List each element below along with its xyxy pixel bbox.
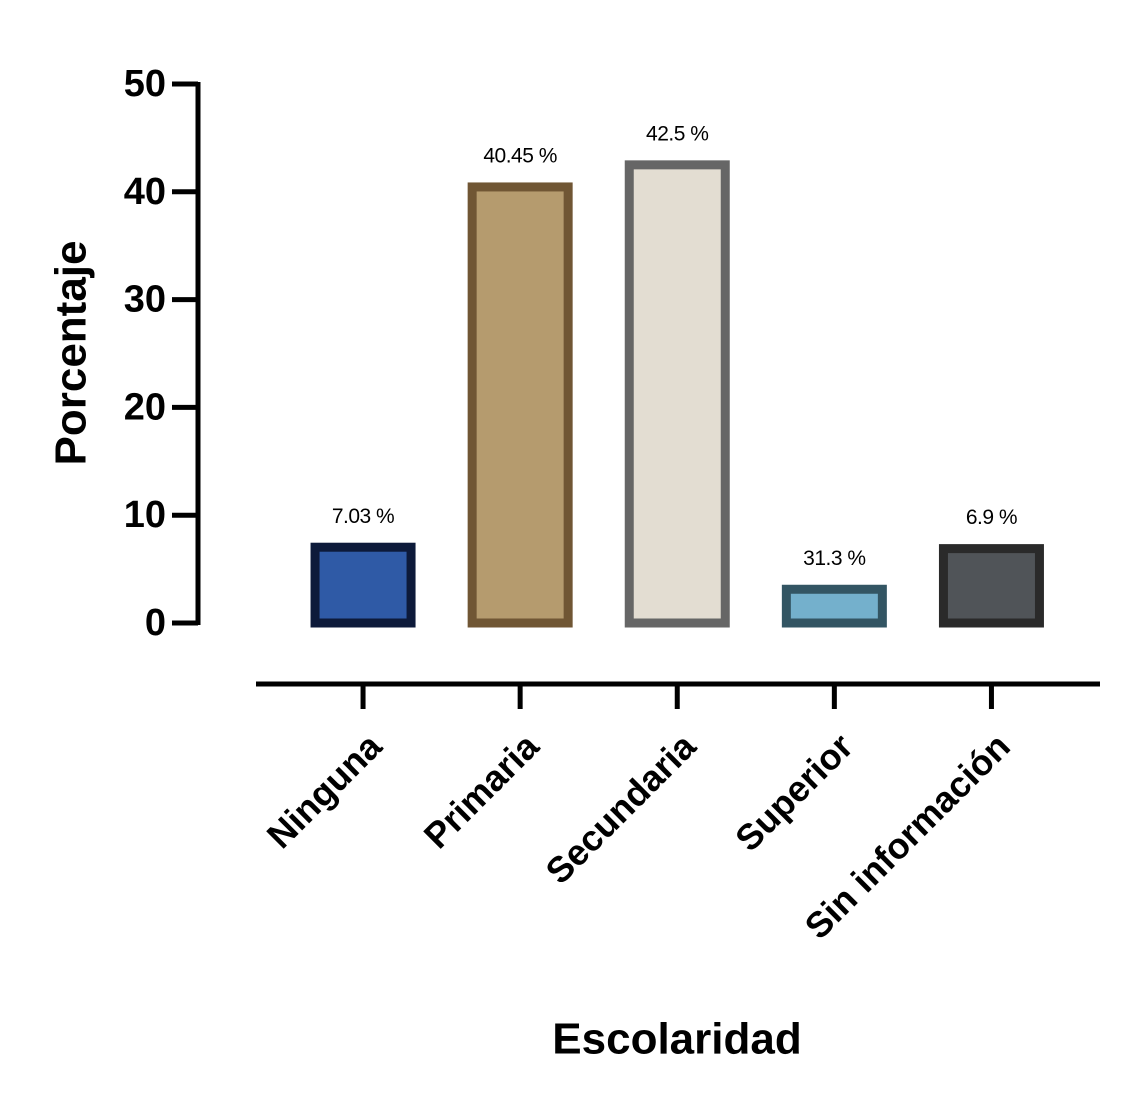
y-tick-label: 30 xyxy=(124,279,166,321)
bar xyxy=(781,584,887,628)
bar xyxy=(938,544,1044,628)
bar xyxy=(467,182,573,628)
x-tick-label: Ninguna xyxy=(259,725,390,856)
y-tick-label: 0 xyxy=(145,602,166,644)
y-tick-label: 50 xyxy=(124,63,166,105)
value-label: 42.5 % xyxy=(646,122,708,145)
y-axis-title: Porcentaje xyxy=(47,241,96,466)
value-label: 7.03 % xyxy=(332,505,394,528)
value-label: 6.9 % xyxy=(966,506,1017,529)
x-tick-label: Primaria xyxy=(416,725,548,857)
y-tick-label: 20 xyxy=(124,386,166,428)
y-tick-label: 40 xyxy=(124,171,166,213)
y-tick-label: 10 xyxy=(124,494,166,536)
bar xyxy=(310,542,416,628)
x-axis-title: Escolaridad xyxy=(552,1015,801,1064)
x-tick-label: Superior xyxy=(727,725,861,859)
value-label: 31.3 % xyxy=(803,547,865,570)
x-tick-label: Secundaria xyxy=(537,725,704,892)
bar xyxy=(624,160,730,628)
value-label: 40.45 % xyxy=(483,144,557,167)
